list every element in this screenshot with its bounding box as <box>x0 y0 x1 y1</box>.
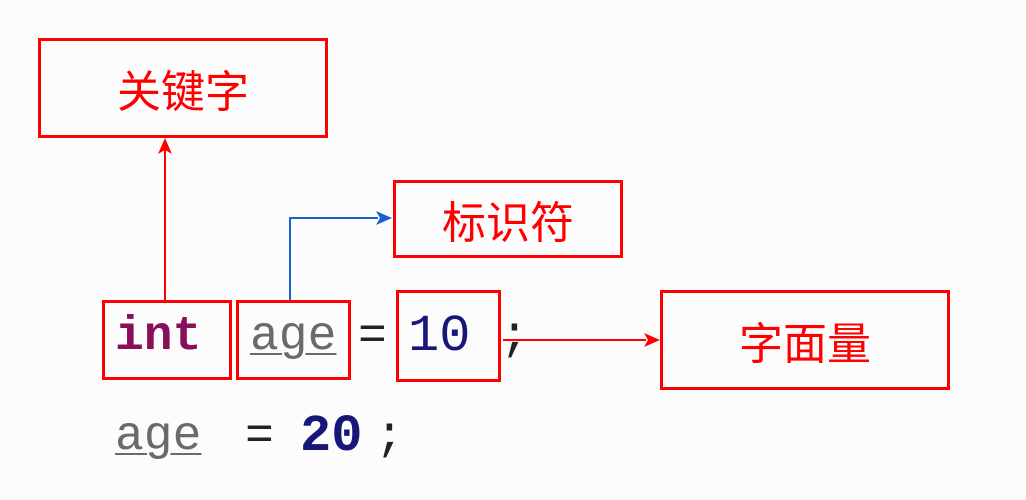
code1-keyword-int: int <box>115 310 201 364</box>
code1-number-10: 10 <box>408 307 470 366</box>
code2-semicolon: ; <box>375 410 404 464</box>
keyword-arrow <box>158 138 172 300</box>
identifier-arrow <box>290 211 392 300</box>
code1-equals: = <box>358 310 387 364</box>
code2-equals: = <box>245 410 274 464</box>
code2-identifier-age: age <box>115 410 201 464</box>
literal-label-text: 字面量 <box>739 308 871 372</box>
identifier-label-text: 标识符 <box>442 187 574 251</box>
code1-semicolon: ; <box>500 310 529 364</box>
keyword-label-text: 关键字 <box>117 56 249 120</box>
identifier-label-box: 标识符 <box>393 180 623 258</box>
code2-number-20: 20 <box>300 407 362 466</box>
code1-identifier-age: age <box>250 310 336 364</box>
keyword-label-box: 关键字 <box>38 38 328 138</box>
literal-label-box: 字面量 <box>660 290 950 390</box>
